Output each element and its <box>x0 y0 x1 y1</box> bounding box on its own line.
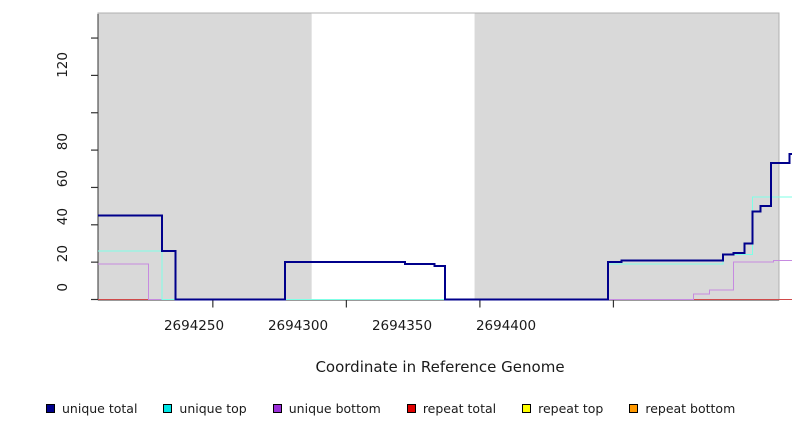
legend-item-repeat-top[interactable]: repeat top <box>522 401 603 416</box>
legend-item-unique-bottom[interactable]: unique bottom <box>272 400 381 416</box>
legend-swatch-icon <box>163 403 173 413</box>
x-axis-title: Coordinate in Reference Genome <box>315 358 565 376</box>
plot-background <box>97 12 780 301</box>
legend-swatch-icon <box>406 403 416 413</box>
legend-item-unique-top[interactable]: unique top <box>163 400 247 416</box>
x-tick-label-1: 2694250 <box>163 318 225 334</box>
legend-label: unique total <box>62 400 138 416</box>
x-tick-label-3: 2694350 <box>371 318 433 334</box>
legend-label: repeat total <box>422 400 497 416</box>
legend-label: unique bottom <box>288 400 381 416</box>
legend-item-unique-total[interactable]: unique total <box>46 401 137 416</box>
legend-swatch-icon <box>522 403 532 413</box>
legend-label: repeat bottom <box>645 400 736 416</box>
data-series <box>98 152 792 301</box>
legend-label: unique top <box>179 400 247 416</box>
x-tick-label-2: 2694300 <box>267 318 329 334</box>
legend-swatch-icon <box>46 403 55 413</box>
legend-item-repeat-bottom[interactable]: repeat bottom <box>629 401 735 416</box>
legend-label: repeat top <box>538 400 604 416</box>
x-tick-label-4: 2694400 <box>475 318 537 334</box>
legend-swatch-icon <box>629 403 639 413</box>
legend-swatch-icon <box>272 403 282 413</box>
chart-legend: unique total unique top unique bottom repea… <box>0 396 792 420</box>
legend-item-repeat-total[interactable]: repeat total <box>406 400 497 416</box>
